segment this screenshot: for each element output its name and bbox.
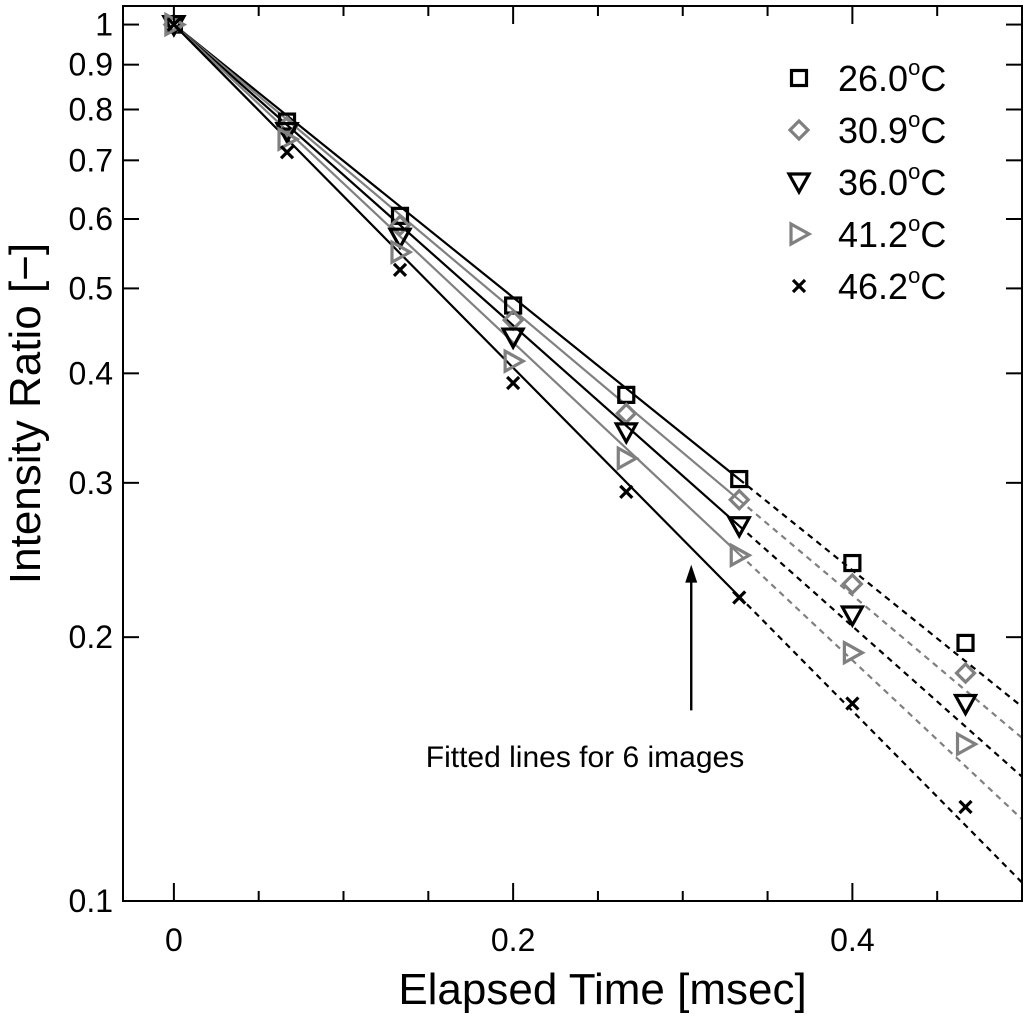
y-axis-title: Intensity Ratio [−] xyxy=(1,243,50,584)
y-tick-label: 0.2 xyxy=(69,619,113,655)
annotation-arrow-head xyxy=(685,565,697,583)
fit-line-solid xyxy=(174,25,739,555)
data-point-series-3 xyxy=(618,448,636,468)
data-point-series-4 xyxy=(620,486,632,498)
legend-label: 30.9oC xyxy=(838,107,946,151)
fit-line-solid xyxy=(174,25,739,526)
y-tick-label: 0.7 xyxy=(69,142,113,178)
data-point-series-4 xyxy=(507,377,519,389)
legend-label: 41.2oC xyxy=(838,211,946,255)
data-point-series-3 xyxy=(958,734,976,754)
y-tick-label: 0.4 xyxy=(69,355,113,391)
x-tick-label: 0 xyxy=(165,922,183,958)
data-point-series-2 xyxy=(503,329,523,347)
annotation-text: Fitted lines for 6 images xyxy=(426,741,744,774)
data-point-series-2 xyxy=(842,607,862,625)
data-point-series-4 xyxy=(281,146,293,158)
x-tick-label: 0.4 xyxy=(830,922,874,958)
x-tick-label: 0.2 xyxy=(491,922,535,958)
data-point-series-4 xyxy=(846,698,858,710)
fit-line-solid xyxy=(174,25,739,500)
fit-line-solid xyxy=(174,25,739,597)
data-point-series-2 xyxy=(956,696,976,714)
fit-line-solid xyxy=(174,25,739,480)
legend: 26.0oC 30.9oC 36.0oC 41.2oC 46.2oC xyxy=(789,55,946,307)
data-point-series-0 xyxy=(958,635,973,650)
legend-marker xyxy=(793,280,805,292)
legend-marker xyxy=(792,71,807,86)
legend-marker xyxy=(791,224,809,244)
fit-line-dashed xyxy=(739,500,1022,738)
legend-marker xyxy=(789,174,809,192)
data-point-series-4 xyxy=(733,591,745,603)
y-tick-label: 0.6 xyxy=(69,201,113,237)
annotation: Fitted lines for 6 images xyxy=(426,565,744,775)
data-point-series-1 xyxy=(843,575,861,593)
y-tick-label: 0.9 xyxy=(69,47,113,83)
y-tick-label: 0.1 xyxy=(69,883,113,919)
fit-line-dashed xyxy=(739,554,1022,819)
y-tick-label: 0.8 xyxy=(69,92,113,128)
y-tick-label: 0.3 xyxy=(69,465,113,501)
legend-label: 46.2oC xyxy=(838,263,946,307)
x-axis-title: Elapsed Time [msec] xyxy=(398,965,806,1014)
legend-marker xyxy=(790,121,808,139)
data-point-series-0 xyxy=(845,556,860,571)
data-point-series-4 xyxy=(394,264,406,276)
legend-label: 26.0oC xyxy=(838,55,946,99)
data-point-series-4 xyxy=(960,801,972,813)
legend-label: 36.0oC xyxy=(838,159,946,203)
y-tick-label: 1 xyxy=(95,7,113,43)
y-tick-label: 0.5 xyxy=(69,270,113,306)
